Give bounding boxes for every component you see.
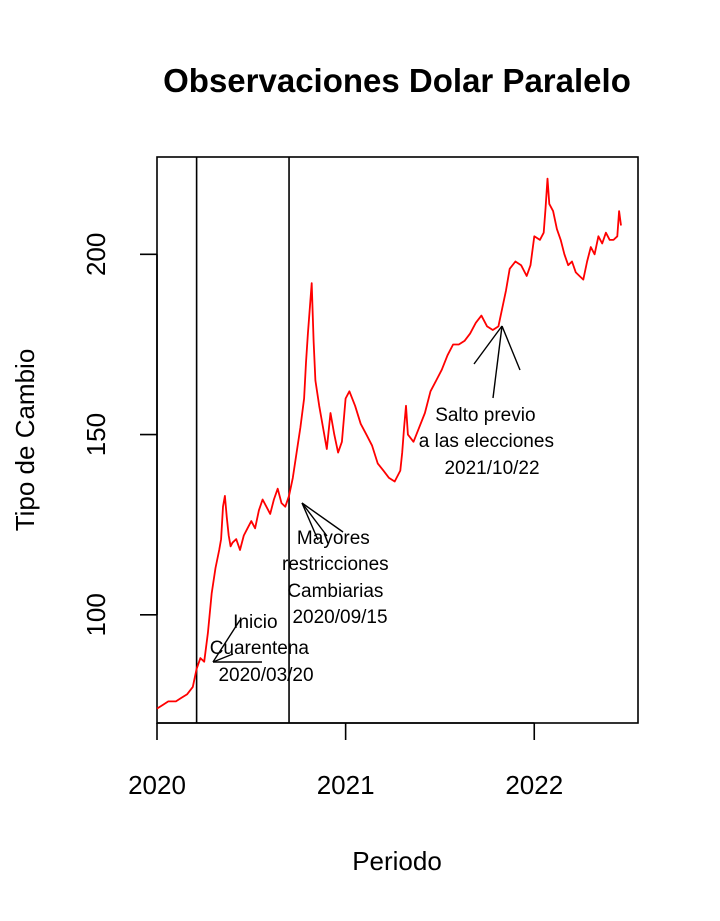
annotation-arrow [301,502,319,541]
annotation-cuarentena: Inicio Cuarentena 2020/03/20 [210,612,315,686]
y-tick-label: 150 [81,413,111,456]
annotation-arrow [212,619,241,663]
chart-title: Observaciones Dolar Paralelo [163,62,631,99]
annotation-arrow [473,325,503,365]
y-tick-label: 100 [81,593,111,636]
x-tick-label: 2022 [505,770,563,800]
annotation-restricciones: Mayores restricciones Cambiarias 2020/09… [282,528,394,628]
annotation-arrow [492,325,503,399]
annotation-arrow [501,325,521,371]
x-axis: 2020 2021 2022 [128,722,563,800]
x-tick-label: 2021 [317,770,375,800]
y-axis: 100 150 200 [81,233,158,637]
annotation-arrow [301,502,328,537]
x-tick-label: 2020 [128,770,186,800]
y-axis-label: Tipo de Cambio [10,349,40,532]
annotation-arrow [212,653,234,663]
x-axis-label: Periodo [352,846,442,876]
annotation-arrow [301,502,344,533]
event-lines [195,157,290,723]
series-line [156,177,622,710]
annotation-elecciones: Salto previo a las elecciones 2021/10/22 [419,405,559,479]
annotation-arrows [212,325,521,663]
y-tick-label: 200 [81,233,111,276]
